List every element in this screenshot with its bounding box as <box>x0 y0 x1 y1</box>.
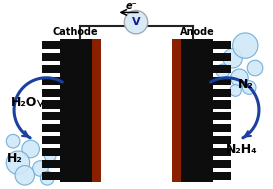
Bar <box>213 112 231 120</box>
Bar <box>42 77 60 85</box>
Bar <box>42 172 60 180</box>
Bar <box>213 88 231 97</box>
Circle shape <box>6 134 20 148</box>
Bar <box>42 65 60 73</box>
Bar <box>60 39 101 182</box>
Circle shape <box>44 150 56 162</box>
Bar <box>42 112 60 120</box>
Circle shape <box>216 64 230 78</box>
Circle shape <box>40 171 54 185</box>
Bar <box>213 53 231 61</box>
Text: N₂: N₂ <box>238 78 253 91</box>
Bar <box>213 101 231 108</box>
Circle shape <box>32 161 48 176</box>
Bar <box>213 65 231 73</box>
Text: Anode: Anode <box>180 27 215 37</box>
Circle shape <box>247 60 263 76</box>
Circle shape <box>233 33 258 58</box>
Text: H₂O: H₂O <box>11 96 37 109</box>
Circle shape <box>231 69 248 87</box>
Bar <box>42 148 60 156</box>
Bar <box>42 136 60 144</box>
Bar <box>42 101 60 108</box>
Bar <box>213 136 231 144</box>
Circle shape <box>22 140 39 158</box>
Bar <box>213 160 231 168</box>
Circle shape <box>223 49 242 68</box>
Bar <box>42 53 60 61</box>
Bar <box>213 41 231 49</box>
Bar <box>172 39 181 182</box>
Circle shape <box>242 81 256 94</box>
Circle shape <box>15 166 35 185</box>
Text: N₂H₄: N₂H₄ <box>226 143 257 156</box>
Circle shape <box>6 151 30 174</box>
Bar <box>172 39 213 182</box>
Text: H₂: H₂ <box>7 152 23 165</box>
Bar <box>213 172 231 180</box>
Circle shape <box>124 10 148 34</box>
Text: Cathode: Cathode <box>53 27 98 37</box>
Bar <box>42 41 60 49</box>
Circle shape <box>230 85 241 96</box>
Bar <box>213 124 231 132</box>
Text: V: V <box>132 17 140 27</box>
Bar <box>213 77 231 85</box>
Bar <box>42 88 60 97</box>
Bar <box>42 124 60 132</box>
Text: e⁻: e⁻ <box>125 2 137 12</box>
Bar <box>92 39 101 182</box>
Bar <box>213 148 231 156</box>
Bar <box>42 160 60 168</box>
